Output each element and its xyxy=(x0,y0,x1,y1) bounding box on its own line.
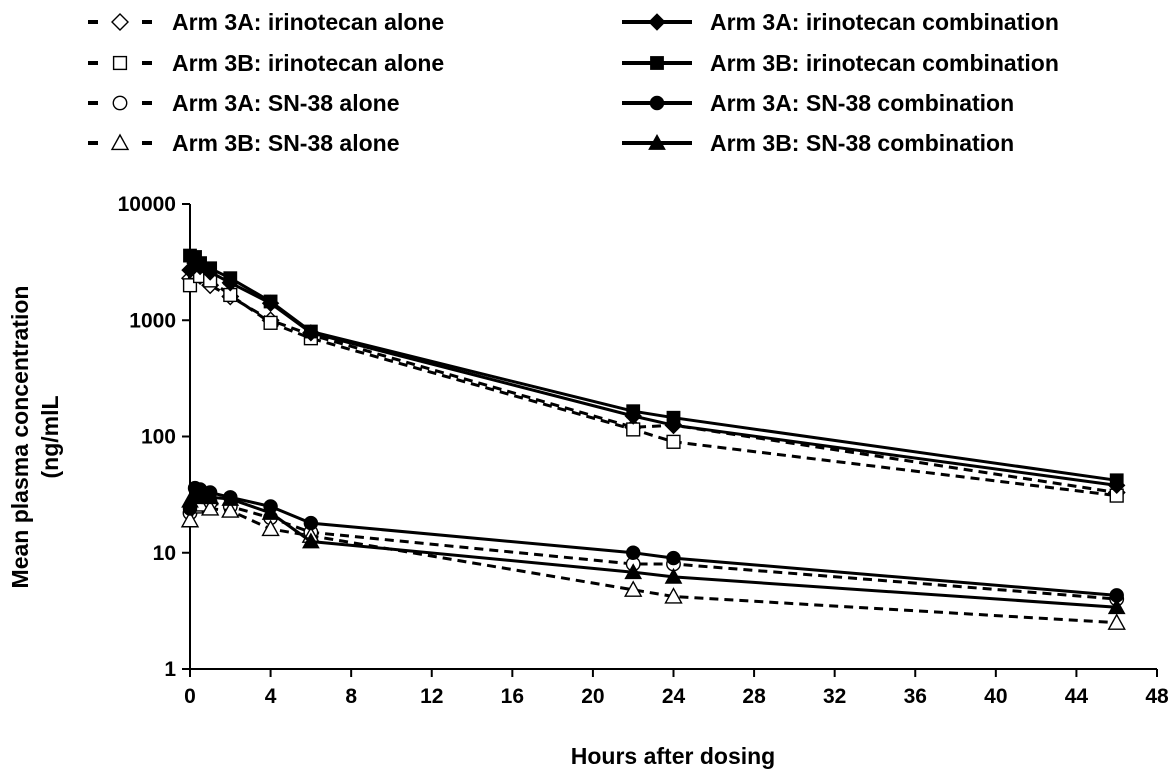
legend-label: Arm 3B: SN-38 alone xyxy=(172,130,400,156)
legend-label: Arm 3B: irinotecan alone xyxy=(172,50,444,76)
legend-marker xyxy=(648,133,666,150)
data-point xyxy=(261,503,280,520)
data-point xyxy=(261,519,280,537)
data-point xyxy=(180,510,200,528)
series-1 xyxy=(181,263,1126,502)
legend-item-4: Arm 3B: SN-38 alone xyxy=(88,130,400,156)
series-line xyxy=(188,261,1117,487)
y-tick-label: 10 xyxy=(153,542,176,565)
legend-label: Arm 3A: SN-38 alone xyxy=(172,90,400,116)
data-point xyxy=(263,315,278,330)
data-point xyxy=(626,422,641,437)
x-tick-label: 8 xyxy=(345,685,357,708)
x-tick-label: 40 xyxy=(984,685,1007,708)
legend-label: Arm 3A: irinotecan alone xyxy=(172,9,444,35)
y-tick-label: 100 xyxy=(141,426,176,449)
x-tick-label: 16 xyxy=(501,685,524,708)
legend-marker xyxy=(110,133,130,151)
y-axis-title-line-2: (ng/mlL xyxy=(37,395,63,478)
series-line xyxy=(188,502,1117,625)
x-tick-label: 4 xyxy=(265,685,277,708)
data-point xyxy=(1107,598,1126,615)
x-tick-label: 24 xyxy=(662,685,686,708)
series-6 xyxy=(183,248,1124,488)
y-tick-label: 1000 xyxy=(129,309,176,332)
legend-marker xyxy=(112,55,128,71)
x-tick-label: 0 xyxy=(184,685,196,708)
legend-label: Arm 3B: irinotecan combination xyxy=(710,50,1059,76)
legend-marker xyxy=(650,56,664,70)
legend-item-1: Arm 3A: irinotecan alone xyxy=(88,9,444,35)
legend-item-8: Arm 3B: SN-38 combination xyxy=(622,130,1014,156)
legend-label: Arm 3A: SN-38 combination xyxy=(710,90,1014,116)
legend-marker xyxy=(112,95,128,111)
x-ticks: 0 4 8 12 16 20 24 28 32 36 40 44 48 xyxy=(184,669,1169,708)
data-point xyxy=(200,499,220,516)
x-tick-label: 20 xyxy=(581,685,604,708)
legend-marker xyxy=(111,13,129,31)
x-tick-label: 28 xyxy=(742,685,766,708)
legend-item-2: Arm 3B: irinotecan alone xyxy=(88,50,444,76)
x-tick-label: 44 xyxy=(1065,685,1089,708)
series-line xyxy=(188,269,1117,494)
data-point xyxy=(664,587,683,604)
y-tick-label: 1 xyxy=(164,658,176,681)
data-point xyxy=(303,324,318,339)
plot-area xyxy=(180,248,1126,630)
legend-label: Arm 3B: SN-38 combination xyxy=(710,130,1014,156)
series-line xyxy=(188,491,1117,609)
legend-marker xyxy=(649,95,665,111)
data-point xyxy=(263,294,278,309)
data-point xyxy=(221,489,240,506)
data-point xyxy=(223,271,238,286)
series-line xyxy=(189,254,1117,482)
legend-marker xyxy=(648,13,666,31)
y-tick-label: 10000 xyxy=(118,193,176,216)
x-tick-label: 36 xyxy=(904,685,927,708)
y-axis-title-line-1: Mean plasma concentration xyxy=(7,286,33,589)
data-point xyxy=(201,488,219,505)
data-point xyxy=(666,410,681,425)
series-5 xyxy=(181,254,1126,495)
data-point xyxy=(221,501,240,518)
data-point xyxy=(625,545,641,560)
legend-item-3: Arm 3A: SN-38 alone xyxy=(88,90,400,116)
data-point xyxy=(664,567,683,584)
y-axis-title: Mean plasma concentration (ng/mlL xyxy=(7,286,63,589)
series-3 xyxy=(182,491,1125,607)
x-axis-title: Hours after dosing xyxy=(571,743,775,769)
series-8 xyxy=(181,484,1126,615)
legend-item-5: Arm 3A: irinotecan combination xyxy=(622,9,1059,35)
data-point xyxy=(624,563,643,580)
data-point xyxy=(1109,473,1124,488)
data-point xyxy=(626,404,641,419)
legend-item-6: Arm 3B: irinotecan combination xyxy=(622,50,1059,76)
legend-label: Arm 3A: irinotecan combination xyxy=(710,9,1059,35)
data-point xyxy=(624,580,643,597)
legend-item-7: Arm 3A: SN-38 combination xyxy=(622,90,1014,116)
data-point xyxy=(666,550,681,566)
x-tick-label: 32 xyxy=(823,685,846,708)
data-point xyxy=(666,434,681,449)
series-4 xyxy=(180,495,1126,630)
x-tick-label: 12 xyxy=(420,685,443,708)
data-point xyxy=(303,515,319,531)
x-tick-label: 48 xyxy=(1145,685,1169,708)
y-ticks: 1 10 100 1000 10000 xyxy=(118,193,190,681)
data-point xyxy=(302,532,320,549)
data-point xyxy=(1107,613,1126,630)
data-point xyxy=(203,261,218,276)
legend: Arm 3A: irinotecan alone Arm 3B: irinotec… xyxy=(88,9,1059,156)
